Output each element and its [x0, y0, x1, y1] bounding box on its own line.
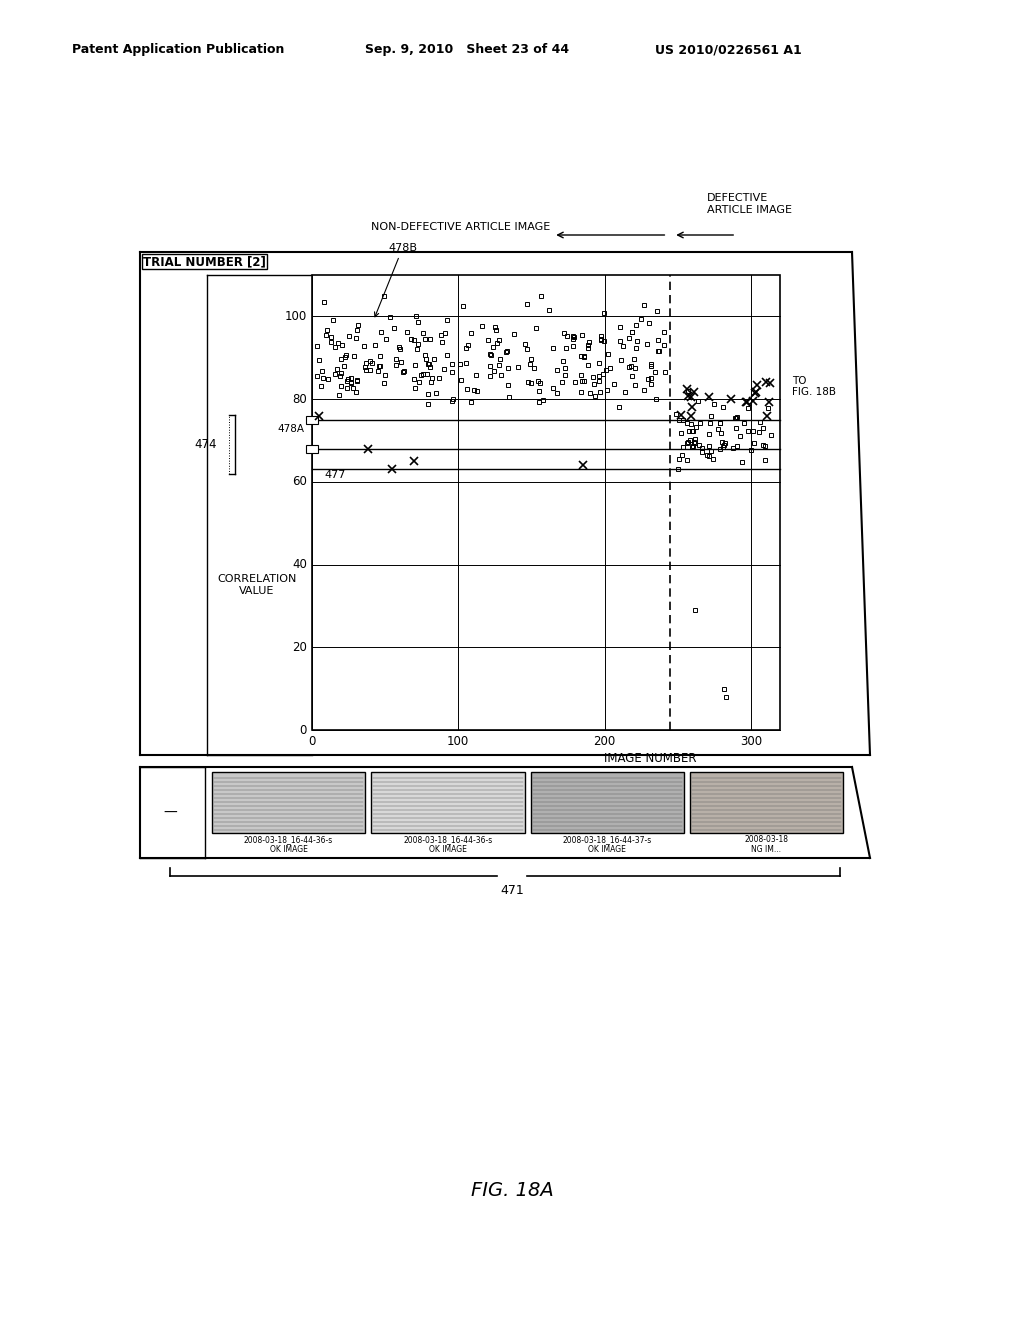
Text: Patent Application Publication: Patent Application Publication [72, 44, 285, 57]
Text: CORRELATION
VALUE: CORRELATION VALUE [217, 574, 297, 597]
Text: 100: 100 [447, 735, 469, 748]
Text: 478A: 478A [278, 424, 304, 434]
Text: 477: 477 [324, 470, 345, 480]
Text: TRIAL NUMBER [2]: TRIAL NUMBER [2] [143, 255, 266, 268]
Text: 478B: 478B [375, 243, 417, 317]
Text: 2008-03-18_16-44-37-s
OK IMAGE: 2008-03-18_16-44-37-s OK IMAGE [562, 836, 651, 854]
Polygon shape [140, 252, 870, 755]
Text: 2008-03-18
NG IM...: 2008-03-18 NG IM... [744, 836, 788, 854]
Text: 20: 20 [292, 640, 307, 653]
Bar [306, 416, 318, 424]
Text: DEFECTIVE
ARTICLE IMAGE: DEFECTIVE ARTICLE IMAGE [707, 194, 792, 215]
Text: FIG. 18A: FIG. 18A [471, 1180, 553, 1200]
Polygon shape [140, 767, 870, 858]
Text: 2008-03-18_16-44-36-s
OK IMAGE: 2008-03-18_16-44-36-s OK IMAGE [403, 836, 493, 854]
Text: 0: 0 [308, 735, 315, 748]
Bar [306, 445, 318, 453]
Bar [372, 772, 524, 833]
Text: —: — [163, 805, 177, 820]
Bar [212, 772, 366, 833]
Text: 300: 300 [739, 735, 762, 748]
Text: 80: 80 [292, 392, 307, 405]
Text: 471: 471 [500, 884, 524, 898]
Text: 60: 60 [292, 475, 307, 488]
Bar [530, 772, 684, 833]
Text: Sep. 9, 2010   Sheet 23 of 44: Sep. 9, 2010 Sheet 23 of 44 [365, 44, 569, 57]
Text: NON-DEFECTIVE ARTICLE IMAGE: NON-DEFECTIVE ARTICLE IMAGE [371, 222, 550, 232]
Text: 2008-03-18_16-44-36-s
OK IMAGE: 2008-03-18_16-44-36-s OK IMAGE [244, 836, 333, 854]
Text: 200: 200 [593, 735, 615, 748]
Text: 0: 0 [300, 723, 307, 737]
Text: US 2010/0226561 A1: US 2010/0226561 A1 [655, 44, 802, 57]
Text: 100: 100 [285, 310, 307, 323]
Bar [312, 275, 780, 730]
Text: IMAGE NUMBER: IMAGE NUMBER [604, 752, 697, 766]
Text: 474: 474 [195, 438, 217, 451]
Text: 40: 40 [292, 558, 307, 572]
Text: TO
FIG. 18B: TO FIG. 18B [792, 376, 836, 397]
Bar [690, 772, 843, 833]
